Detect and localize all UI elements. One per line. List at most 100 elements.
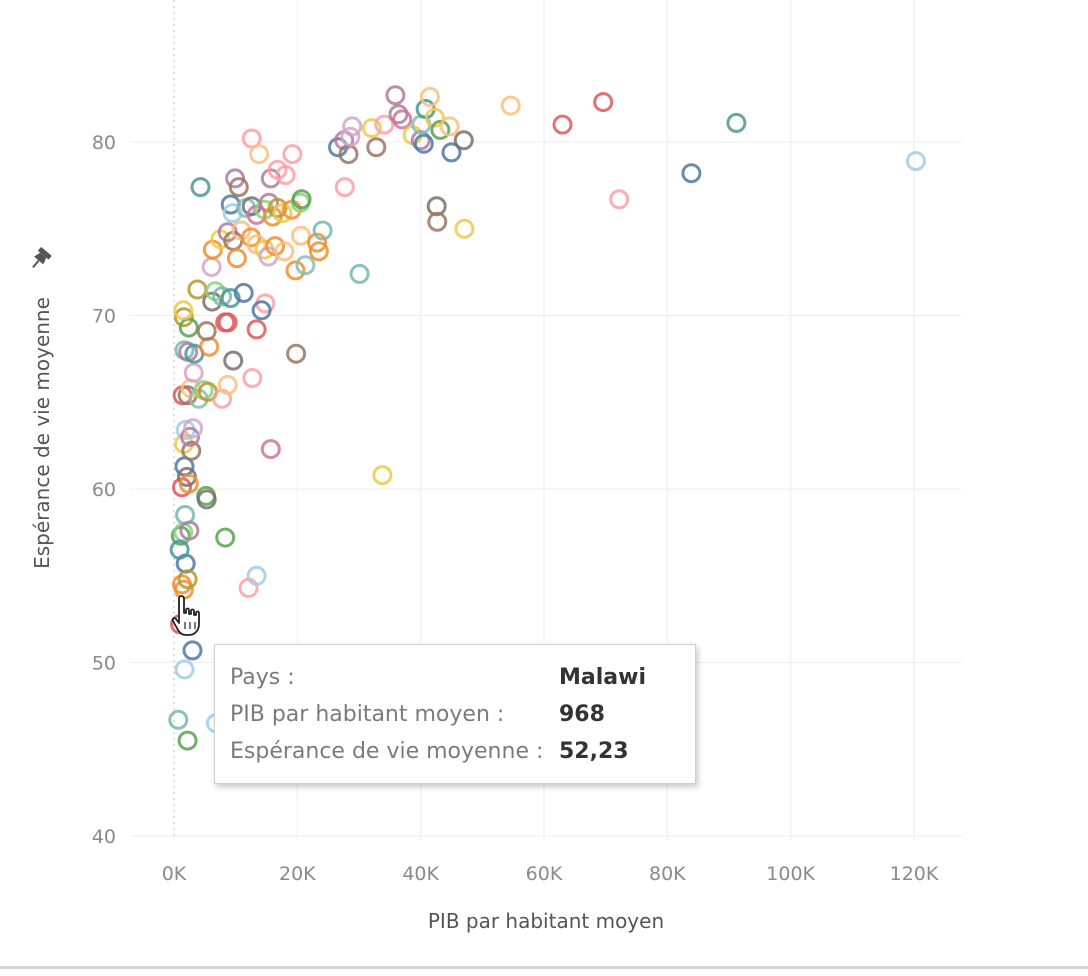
data-point[interactable]	[385, 85, 406, 106]
data-point[interactable]	[174, 659, 195, 680]
data-point[interactable]	[349, 263, 370, 284]
data-point[interactable]	[190, 177, 211, 198]
tooltip-value: 52,23	[559, 739, 629, 764]
data-point[interactable]	[413, 133, 434, 154]
data-point[interactable]	[453, 130, 474, 151]
data-point[interactable]	[419, 86, 440, 107]
data-point[interactable]	[307, 232, 328, 253]
x-tick-label: 40K	[402, 863, 439, 885]
data-point[interactable]	[340, 126, 361, 147]
data-point[interactable]	[439, 116, 460, 137]
data-point[interactable]	[228, 177, 249, 198]
data-point[interactable]	[177, 730, 198, 751]
data-point[interactable]	[366, 137, 387, 158]
data-point[interactable]	[168, 709, 189, 730]
data-point[interactable]	[220, 288, 241, 309]
x-tick-label: 120K	[890, 863, 939, 885]
data-point[interactable]	[202, 291, 223, 312]
data-point[interactable]	[593, 92, 614, 113]
data-point[interactable]	[260, 439, 281, 460]
data-point[interactable]	[201, 256, 222, 277]
data-point[interactable]	[291, 225, 311, 246]
data-point[interactable]	[282, 144, 303, 165]
data-point[interactable]	[169, 539, 190, 560]
y-tick-label: 80	[92, 132, 116, 154]
data-point[interactable]	[441, 142, 462, 163]
bottom-divider	[0, 966, 1088, 969]
x-tick-label: 100K	[766, 863, 815, 885]
data-point[interactable]	[334, 177, 355, 198]
x-tick-label: 60K	[526, 863, 563, 885]
data-point[interactable]	[212, 286, 233, 307]
x-axis-title: PIB par habitant moyen	[428, 909, 664, 933]
data-point[interactable]	[295, 255, 316, 276]
data-point[interactable]	[217, 312, 238, 333]
data-point[interactable]	[342, 116, 363, 137]
data-point[interactable]	[552, 114, 573, 135]
y-tick-label: 50	[92, 653, 116, 675]
y-tick-label: 40	[92, 826, 116, 848]
x-tick-label: 20K	[279, 863, 316, 885]
data-point[interactable]	[178, 473, 199, 494]
data-point[interactable]	[361, 118, 382, 139]
data-point[interactable]	[267, 197, 288, 218]
data-point[interactable]	[424, 107, 445, 128]
data-point[interactable]	[285, 260, 306, 281]
data-point[interactable]	[274, 241, 295, 262]
tooltip-label: Pays :	[230, 665, 295, 690]
data-point[interactable]	[233, 282, 254, 303]
data-point[interactable]	[238, 577, 259, 598]
y-axis-ticks: 40 50 60 70 80	[92, 132, 116, 848]
data-point[interactable]	[286, 343, 307, 364]
data-point[interactable]	[272, 203, 293, 224]
data-point[interactable]	[179, 520, 200, 541]
data-point[interactable]	[187, 279, 208, 300]
pin-icon[interactable]	[28, 247, 52, 272]
x-tick-label: 80K	[649, 863, 686, 885]
data-point[interactable]	[246, 319, 267, 340]
data-point[interactable]	[308, 241, 329, 262]
y-tick-label: 60	[92, 479, 116, 501]
hand-cursor-icon	[171, 595, 200, 636]
y-axis-title: Espérance de vie moyenne	[30, 297, 54, 569]
data-point[interactable]	[223, 350, 244, 371]
data-point[interactable]	[500, 95, 521, 116]
data-point[interactable]	[196, 489, 217, 510]
data-point[interactable]	[609, 189, 630, 210]
tooltip: Pays : Malawi PIB par habitant moyen : 9…	[214, 644, 696, 784]
data-point[interactable]	[251, 300, 272, 321]
data-point[interactable]	[249, 144, 270, 165]
data-point[interactable]	[430, 119, 451, 140]
data-point[interactable]	[275, 165, 296, 185]
data-point[interactable]	[215, 527, 236, 548]
data-point[interactable]	[312, 220, 333, 241]
data-point[interactable]	[681, 163, 702, 184]
x-axis-ticks: 0K 20K 40K 60K 80K 100K 120K	[162, 863, 939, 885]
data-point[interactable]	[226, 248, 247, 269]
data-point[interactable]	[905, 151, 926, 172]
data-point[interactable]	[183, 362, 204, 383]
data-point[interactable]	[183, 418, 204, 439]
data-point[interactable]	[242, 368, 263, 388]
data-point[interactable]	[182, 640, 203, 661]
data-point[interactable]	[196, 321, 217, 342]
data-point[interactable]	[246, 565, 267, 586]
data-point[interactable]	[427, 211, 448, 232]
data-point[interactable]	[173, 307, 194, 328]
data-point[interactable]	[180, 426, 200, 447]
data-point[interactable]	[392, 109, 413, 130]
data-point[interactable]	[173, 300, 194, 321]
data-point[interactable]	[374, 114, 395, 135]
data-point[interactable]	[178, 317, 199, 338]
data-point[interactable]	[454, 218, 475, 239]
data-point[interactable]	[241, 128, 262, 149]
data-point[interactable]	[217, 374, 238, 395]
data-point[interactable]	[726, 112, 747, 133]
tooltip-label: PIB par habitant moyen :	[230, 702, 505, 727]
data-point[interactable]	[372, 465, 393, 486]
data-point[interactable]	[181, 440, 202, 461]
data-point[interactable]	[177, 569, 198, 590]
data-point[interactable]	[291, 189, 312, 210]
tooltip-label: Espérance de vie moyenne :	[230, 739, 544, 764]
